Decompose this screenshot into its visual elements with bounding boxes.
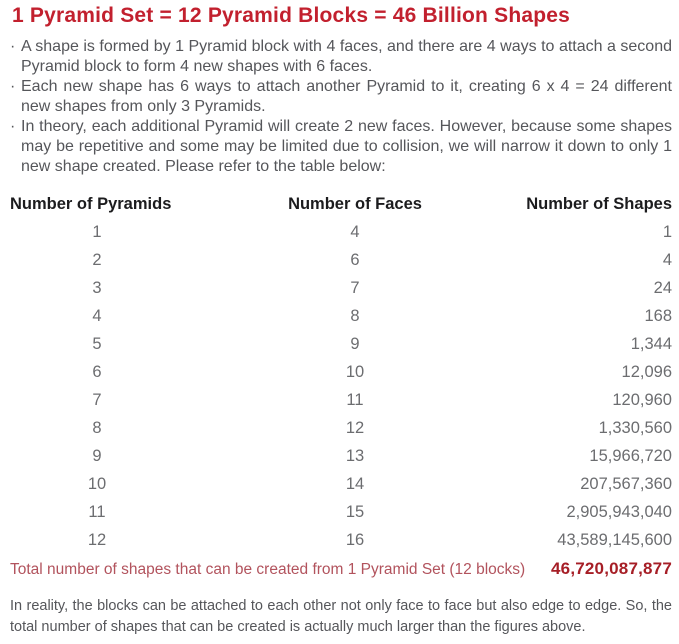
- table-row: 11 15 2,905,943,040: [10, 498, 672, 526]
- bullet-dot-icon: ·: [10, 78, 16, 95]
- intro-bullet-list: · A shape is formed by 1 Pyramid block w…: [10, 37, 672, 177]
- shapes-cell: 24: [653, 278, 672, 297]
- bullet-dot-icon: ·: [10, 38, 16, 55]
- table-row: 8 12 1,330,560: [10, 414, 672, 442]
- total-label: Total number of shapes that can be creat…: [10, 561, 526, 578]
- table-row: 5 9 1,344: [10, 330, 672, 358]
- table-header-row: Number of Pyramids Number of Faces Numbe…: [10, 190, 672, 218]
- column-header-faces: Number of Faces: [288, 194, 422, 213]
- pyramids-cell: 2: [92, 250, 102, 269]
- total-value: 46,720,087,877: [551, 559, 672, 578]
- column-header-shapes: Number of Shapes: [526, 194, 672, 213]
- faces-cell: 8: [350, 306, 360, 325]
- pyramids-cell: 6: [92, 362, 102, 381]
- shapes-cell: 2,905,943,040: [566, 502, 672, 521]
- shapes-cell: 1,344: [630, 334, 672, 353]
- table-row: 6 10 12,096: [10, 358, 672, 386]
- bullet-text: In theory, each additional Pyramid will …: [21, 118, 672, 175]
- table-row: 10 14 207,567,360: [10, 470, 672, 498]
- bullet-item-attachment-ways: · Each new shape has 6 ways to attach an…: [10, 77, 672, 117]
- faces-cell: 10: [345, 362, 365, 381]
- pyramids-cell: 4: [92, 306, 102, 325]
- faces-cell: 16: [345, 530, 365, 549]
- pyramids-cell: 5: [92, 334, 102, 353]
- column-header-pyramids: Number of Pyramids: [10, 194, 172, 213]
- faces-cell: 6: [350, 250, 360, 269]
- shapes-cell: 12,096: [621, 362, 672, 381]
- faces-cell: 13: [345, 446, 365, 465]
- pyramids-cell: 12: [87, 530, 107, 549]
- bullet-item-theory-note: · In theory, each additional Pyramid wil…: [10, 117, 672, 177]
- table-row: 4 8 168: [10, 302, 672, 330]
- faces-cell: 14: [345, 474, 365, 493]
- pyramids-cell: 11: [88, 502, 106, 521]
- page-title: 1 Pyramid Set = 12 Pyramid Blocks = 46 B…: [12, 4, 571, 27]
- shapes-cell: 168: [644, 306, 672, 325]
- shapes-cell: 207,567,360: [580, 474, 672, 493]
- bullet-text: Each new shape has 6 ways to attach anot…: [21, 78, 672, 115]
- bullet-item-shape-formation: · A shape is formed by 1 Pyramid block w…: [10, 37, 672, 77]
- faces-cell: 9: [350, 334, 360, 353]
- shapes-cell: 43,589,145,600: [557, 530, 672, 549]
- table-row: 2 6 4: [10, 246, 672, 274]
- table-row: 3 7 24: [10, 274, 672, 302]
- faces-cell: 7: [350, 278, 360, 297]
- shapes-cell: 1,330,560: [598, 418, 672, 437]
- footnote-text: In reality, the blocks can be attached t…: [10, 598, 672, 635]
- faces-cell: 12: [345, 418, 365, 437]
- bullet-dot-icon: ·: [10, 118, 16, 135]
- table-row: 12 16 43,589,145,600: [10, 526, 672, 554]
- pyramids-cell: 3: [92, 278, 102, 297]
- shapes-cell: 1: [662, 222, 672, 241]
- pyramids-cell: 8: [92, 418, 102, 437]
- pyramids-cell: 9: [92, 446, 102, 465]
- shapes-cell: 15,966,720: [589, 446, 672, 465]
- pyramids-cell: 1: [92, 222, 102, 241]
- faces-cell: 11: [346, 390, 364, 409]
- pyramids-cell: 10: [87, 474, 107, 493]
- bullet-text: A shape is formed by 1 Pyramid block wit…: [21, 38, 672, 75]
- table-row: 7 11 120,960: [10, 386, 672, 414]
- table-row: 9 13 15,966,720: [10, 442, 672, 470]
- total-row: Total number of shapes that can be creat…: [10, 559, 672, 579]
- faces-cell: 15: [345, 502, 365, 521]
- table-row: 1 4 1: [10, 218, 672, 246]
- shapes-cell: 4: [662, 250, 672, 269]
- shapes-count-table: Number of Pyramids Number of Faces Numbe…: [10, 190, 672, 554]
- shapes-cell: 120,960: [612, 390, 672, 409]
- faces-cell: 4: [350, 222, 360, 241]
- pyramids-cell: 7: [92, 390, 102, 409]
